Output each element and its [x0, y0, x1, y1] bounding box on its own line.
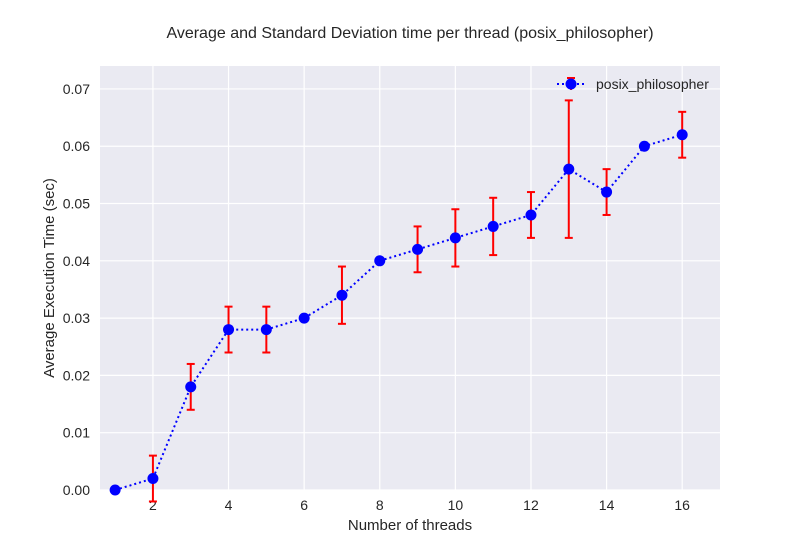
x-tick-label: 2	[149, 497, 157, 513]
data-point	[487, 220, 499, 232]
data-point	[676, 129, 688, 141]
x-tick-label: 4	[225, 497, 233, 513]
data-point	[449, 232, 461, 244]
data-point	[298, 312, 310, 324]
x-tick-label: 10	[448, 497, 464, 513]
x-tick-label: 6	[300, 497, 308, 513]
tick-labels: 2 4 6 8 10 12 14 16 0.00 0.01 0.02 0.03 0.04 0.05 0.06…	[63, 81, 690, 513]
data-point	[374, 255, 386, 267]
data-point	[638, 140, 650, 152]
data-markers	[109, 129, 688, 496]
y-axis-label: Average Execution Time (sec)	[41, 178, 58, 378]
data-point	[525, 209, 537, 221]
y-tick-label: 0.03	[63, 310, 90, 326]
data-point	[563, 163, 575, 175]
data-point	[109, 484, 121, 496]
legend-marker-sample	[565, 78, 577, 90]
data-point	[185, 381, 197, 393]
y-tick-label: 0.01	[63, 425, 90, 441]
legend: posix_philosopher	[557, 76, 709, 92]
chart-title: Average and Standard Deviation time per …	[166, 25, 653, 42]
data-point	[223, 324, 235, 336]
x-tick-label: 12	[523, 497, 539, 513]
y-tick-label: 0.02	[63, 367, 90, 383]
y-tick-label: 0.05	[63, 196, 90, 212]
y-tick-label: 0.04	[63, 253, 90, 269]
y-tick-label: 0.06	[63, 138, 90, 154]
data-point	[147, 473, 159, 485]
data-point	[601, 186, 613, 198]
x-tick-label: 14	[599, 497, 615, 513]
x-axis-label: Number of threads	[348, 517, 472, 534]
y-tick-label: 0.00	[63, 482, 90, 498]
y-tick-label: 0.07	[63, 81, 90, 97]
data-point	[336, 289, 348, 301]
legend-label: posix_philosopher	[596, 76, 709, 92]
grid	[100, 66, 720, 491]
data-point	[412, 243, 424, 255]
x-tick-label: 8	[376, 497, 384, 513]
x-tick-label: 16	[674, 497, 690, 513]
plot-area	[100, 66, 720, 490]
data-point	[260, 324, 272, 336]
